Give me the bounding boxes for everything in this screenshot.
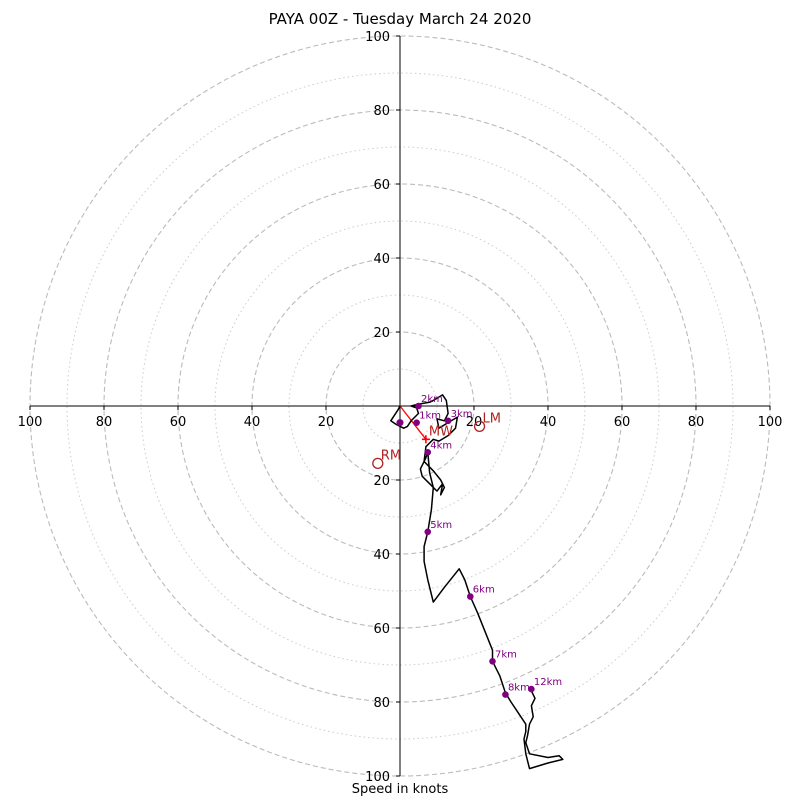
x-axis-label: Speed in knots xyxy=(351,782,449,797)
y-tick-label: 80 xyxy=(373,104,390,119)
height-label-3km: 3km xyxy=(451,409,473,420)
height-markers: 1km 2km 3km 4km 5km 6km 7km 8km 12km xyxy=(396,394,562,698)
x-tick-label: 40 xyxy=(540,415,557,430)
storm-marker-MW xyxy=(421,435,430,444)
height-marker-4km xyxy=(424,448,432,456)
surface-point xyxy=(396,419,404,427)
wind-trace xyxy=(390,394,564,770)
chart-title: PAYA 00Z - Tuesday March 24 2020 xyxy=(268,10,532,28)
x-tick-label: 60 xyxy=(614,415,631,430)
height-marker-5km xyxy=(424,528,432,536)
height-label-2km: 2km xyxy=(421,394,443,405)
height-marker-8km xyxy=(502,691,509,698)
x-tick-label: 20 xyxy=(466,415,483,430)
y-tick-label: 60 xyxy=(373,178,390,193)
y-tick-label: 40 xyxy=(373,548,390,563)
height-marker-1km xyxy=(413,419,420,426)
storm-marker-RM xyxy=(372,457,384,470)
storm-marker-LM xyxy=(473,420,486,433)
height-marker-12km xyxy=(528,685,535,693)
x-tick-label: 80 xyxy=(688,415,705,430)
shear-vector xyxy=(399,405,427,440)
x-tick-label: 40 xyxy=(244,415,261,430)
height-label-5km: 5km xyxy=(430,520,452,531)
x-tick-label: 80 xyxy=(96,415,113,430)
x-tick-label: 100 xyxy=(758,415,783,430)
height-marker-6km xyxy=(467,593,474,600)
wind-trace-line xyxy=(390,394,564,770)
y-tick-label: 40 xyxy=(373,252,390,267)
y-tick-label: 100 xyxy=(365,30,390,45)
height-label-7km: 7km xyxy=(495,649,517,660)
x-tick-label: 20 xyxy=(318,415,335,430)
storm-motion-markers: LM MW RM xyxy=(372,411,501,470)
x-tick-label: 100 xyxy=(18,415,43,430)
shear-vector-line xyxy=(399,405,427,440)
y-tick-label: 60 xyxy=(373,622,390,637)
storm-label-RM: RM xyxy=(381,448,401,463)
height-label-4km: 4km xyxy=(430,440,452,451)
y-tick-label: 100 xyxy=(365,770,390,785)
y-tick-label: 20 xyxy=(373,326,390,341)
storm-label-MW: MW xyxy=(429,424,453,439)
tick-labels: 100 80 60 40 20 20 40 60 80 100 100 80 60 40 20 20 40 60 8… xyxy=(18,30,783,785)
storm-label-LM: LM xyxy=(483,411,501,426)
height-label-6km: 6km xyxy=(473,585,495,596)
height-label-1km: 1km xyxy=(419,411,441,422)
height-label-8km: 8km xyxy=(508,683,530,694)
x-tick-label: 60 xyxy=(170,415,187,430)
y-tick-label: 80 xyxy=(373,696,390,711)
height-marker-7km xyxy=(489,658,496,665)
height-label-12km: 12km xyxy=(534,677,562,688)
height-marker-3km xyxy=(444,417,452,425)
height-marker-2km xyxy=(415,402,422,410)
y-tick-label: 20 xyxy=(373,474,390,489)
